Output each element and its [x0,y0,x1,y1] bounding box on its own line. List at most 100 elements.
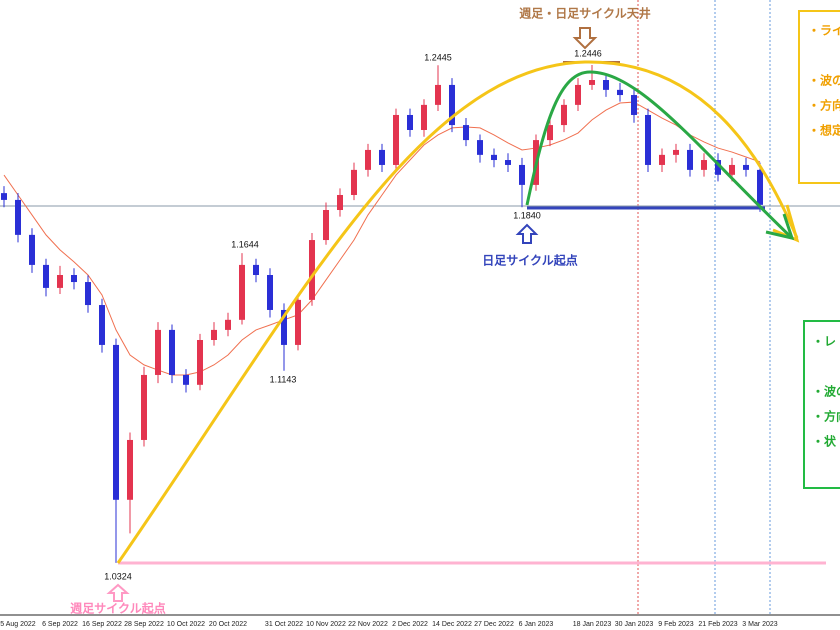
x-tick-label: 16 Sep 2022 [82,621,122,628]
candle-body [701,160,707,170]
x-tick-label: 28 Sep 2022 [124,621,164,628]
note-text: ・方向 [808,98,840,113]
candle-body [631,95,637,115]
candle-body [15,199,21,235]
candle-body [449,84,455,126]
candle-body [491,154,497,161]
x-tick-label: 14 Dec 2022 [432,621,472,628]
candle-body [687,149,693,170]
x-tick-label: 30 Jan 2023 [615,621,654,628]
candle-body [113,344,119,500]
down-arrow [572,27,598,50]
note-text: ・想定 [808,123,840,138]
note-text: ・方向 [812,409,840,424]
candle-body [323,210,329,241]
candle-body [421,104,427,130]
candle-body [645,114,651,165]
x-tick-label: 22 Nov 2022 [348,621,388,628]
candle-body [519,164,525,185]
x-tick-label: 27 Dec 2022 [474,621,514,628]
candle-body [673,149,679,155]
candle-body [29,234,35,265]
candle-body [197,339,203,385]
note-text: ・波の [808,73,840,88]
candle-body [155,329,161,375]
x-tick-label: 18 Jan 2023 [573,621,612,628]
x-tick-label: 10 Oct 2022 [167,621,205,628]
candle-body [561,104,567,126]
x-tick-label: 3 Mar 2023 [742,621,778,628]
candle-body [141,374,147,440]
candle-body [253,264,259,276]
x-tick-label: 5 Aug 2022 [0,621,36,628]
price-label: 1.1840 [513,210,541,220]
candle-body [99,305,105,345]
note-text: ・ライ [808,24,840,38]
candle-body [617,89,623,96]
up-arrow [106,583,130,602]
x-tick-label: 10 Nov 2022 [306,621,346,628]
note-text: ・状 [812,434,837,449]
candle-body [757,169,763,205]
candle-body [477,140,483,155]
candle-body [1,193,7,200]
candle-body [589,80,595,85]
annotation: 週足サイクル起点 [70,601,165,616]
x-tick-label: 2 Dec 2022 [392,621,428,628]
annotation: 週足・日足サイクル天井 [519,6,650,21]
price-label: 1.1143 [270,374,297,384]
candle-body [435,84,441,105]
price-label: 1.2446 [574,48,602,58]
x-tick-label: 9 Feb 2023 [658,621,694,628]
candle-body [365,149,371,170]
note-box [803,320,840,489]
note-text: ・波の [812,384,840,399]
candle-body [267,275,273,310]
candle-body [295,299,301,345]
candle-body [547,125,553,141]
candle-body [603,80,609,90]
x-tick-label: 31 Oct 2022 [265,621,303,628]
candle-body [281,309,287,345]
weekly-cycle-curve [116,60,799,564]
candle-body [659,154,665,165]
candle-body [43,264,49,288]
candle-body [211,329,217,340]
note-text: ・レ [812,335,836,349]
candle-body [575,84,581,105]
daily-cycle-curve [525,70,794,240]
candle-body [393,114,399,165]
x-tick-label: 20 Oct 2022 [209,621,247,628]
candle-body [225,319,231,330]
candle-body [407,114,413,130]
candle-body [463,125,469,141]
x-tick-label: 6 Jan 2023 [519,621,554,628]
candle-body [127,439,133,500]
candle-body [85,282,91,306]
x-tick-label: 21 Feb 2023 [698,621,737,628]
price-label: 1.2445 [424,52,452,62]
note-box [798,10,840,184]
candle-body [183,374,189,385]
candle-body [71,275,77,283]
x-tick-label: 6 Sep 2022 [42,621,78,628]
candle-body [169,329,175,375]
candle-body [239,264,245,320]
candle-body [715,160,721,175]
candle-body [337,194,343,211]
up-arrow [515,223,539,244]
price-label: 1.0324 [104,571,132,581]
candle-body [309,240,315,300]
candle-body [505,160,511,165]
candle-body [379,149,385,165]
candles [1,64,763,563]
candle-body [351,169,357,195]
candle-body [743,164,749,170]
price-label: 1.1644 [231,239,259,249]
candle-body [57,275,63,288]
annotation: 日足サイクル起点 [482,253,577,268]
arrow-head [772,204,800,243]
arrow-head [765,213,795,241]
